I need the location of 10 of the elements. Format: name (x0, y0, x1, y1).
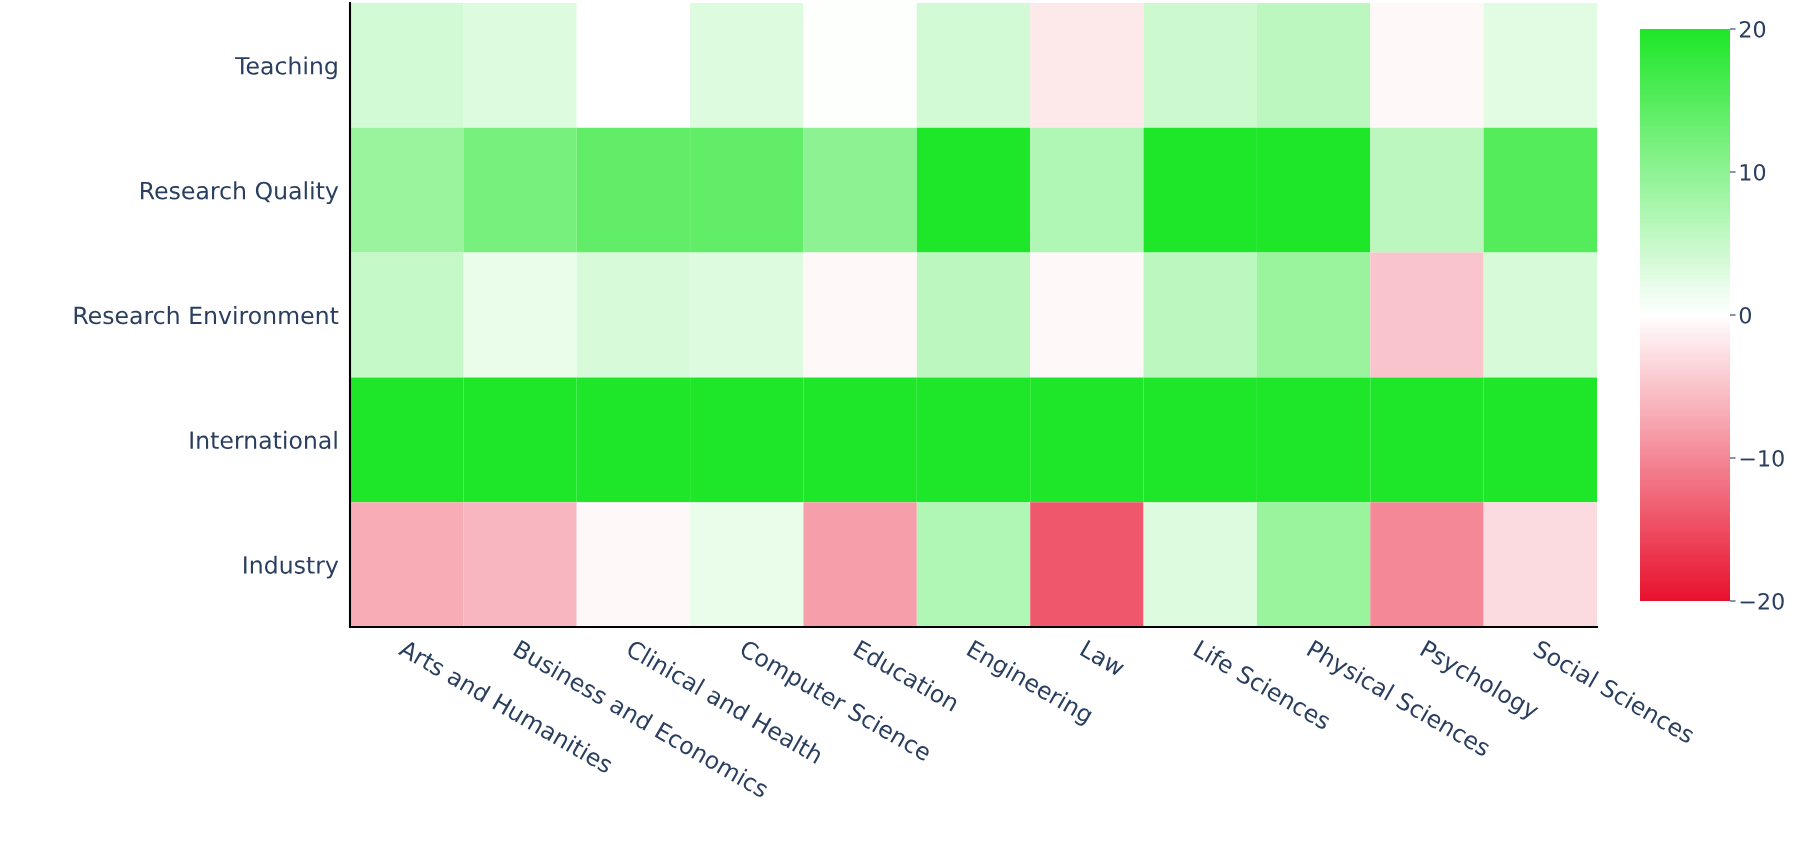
color-bar-label: 20 (1739, 20, 1766, 38)
y-tick-label: Research Environment (74, 306, 339, 325)
color-bar-label: 10 (1740, 163, 1766, 181)
color-bar-label: 0 (1739, 306, 1751, 324)
color-bar-label: −20 (1740, 592, 1784, 610)
y-tick-label: Teaching (234, 56, 337, 80)
y-tick-label: Research Quality (141, 181, 339, 205)
y-tick-label: International (190, 430, 337, 450)
y-tick-label: Industry (244, 555, 339, 579)
color-bar-label: −10 (1740, 449, 1784, 467)
